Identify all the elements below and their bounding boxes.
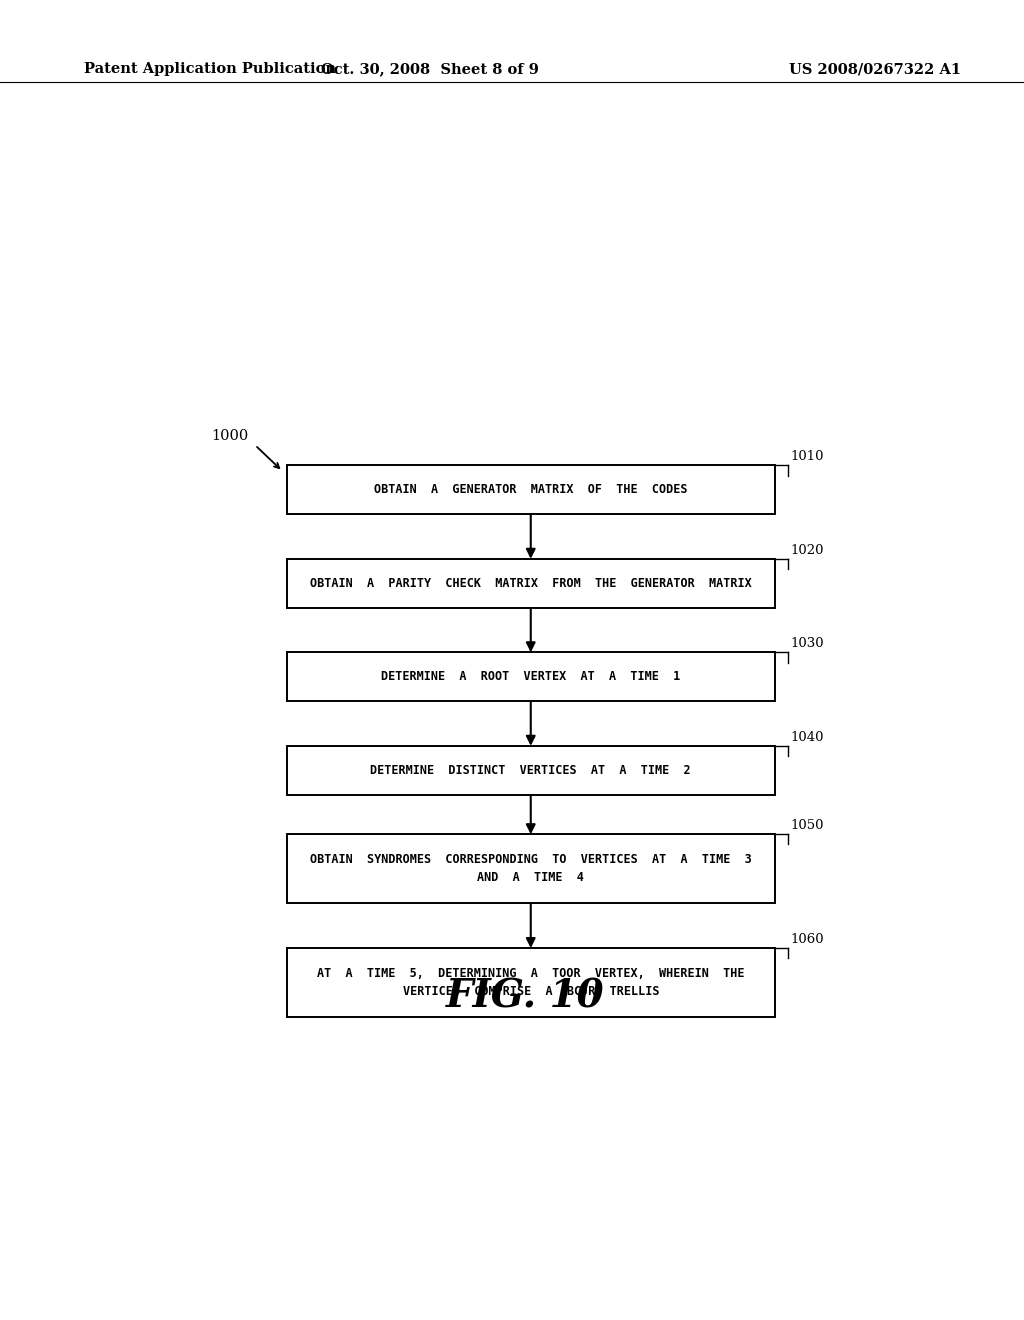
Text: 1030: 1030	[791, 638, 824, 651]
Text: AT  A  TIME  5,  DETERMINING  A  TOOR  VERTEX,  WHEREIN  THE
VERTICES  COMPRISE : AT A TIME 5, DETERMINING A TOOR VERTEX, …	[317, 968, 744, 998]
Text: 1040: 1040	[791, 731, 824, 744]
FancyBboxPatch shape	[287, 652, 775, 701]
FancyBboxPatch shape	[287, 558, 775, 607]
Text: DETERMINE  DISTINCT  VERTICES  AT  A  TIME  2: DETERMINE DISTINCT VERTICES AT A TIME 2	[371, 764, 691, 776]
Text: OBTAIN  A  GENERATOR  MATRIX  OF  THE  CODES: OBTAIN A GENERATOR MATRIX OF THE CODES	[374, 483, 687, 496]
Text: 1010: 1010	[791, 450, 824, 463]
Text: OBTAIN  SYNDROMES  CORRESPONDING  TO  VERTICES  AT  A  TIME  3
AND  A  TIME  4: OBTAIN SYNDROMES CORRESPONDING TO VERTIC…	[310, 853, 752, 884]
Text: 1050: 1050	[791, 820, 824, 833]
Text: 1020: 1020	[791, 544, 824, 557]
FancyBboxPatch shape	[287, 746, 775, 795]
Text: DETERMINE  A  ROOT  VERTEX  AT  A  TIME  1: DETERMINE A ROOT VERTEX AT A TIME 1	[381, 671, 680, 684]
FancyBboxPatch shape	[287, 948, 775, 1018]
Text: OBTAIN  A  PARITY  CHECK  MATRIX  FROM  THE  GENERATOR  MATRIX: OBTAIN A PARITY CHECK MATRIX FROM THE GE…	[310, 577, 752, 590]
FancyBboxPatch shape	[287, 466, 775, 515]
Text: Oct. 30, 2008  Sheet 8 of 9: Oct. 30, 2008 Sheet 8 of 9	[322, 62, 539, 77]
Text: 1060: 1060	[791, 933, 824, 946]
FancyBboxPatch shape	[287, 834, 775, 903]
Text: US 2008/0267322 A1: US 2008/0267322 A1	[790, 62, 962, 77]
Text: 1000: 1000	[211, 429, 249, 444]
Text: FIG. 10: FIG. 10	[445, 978, 604, 1016]
Text: Patent Application Publication: Patent Application Publication	[84, 62, 336, 77]
